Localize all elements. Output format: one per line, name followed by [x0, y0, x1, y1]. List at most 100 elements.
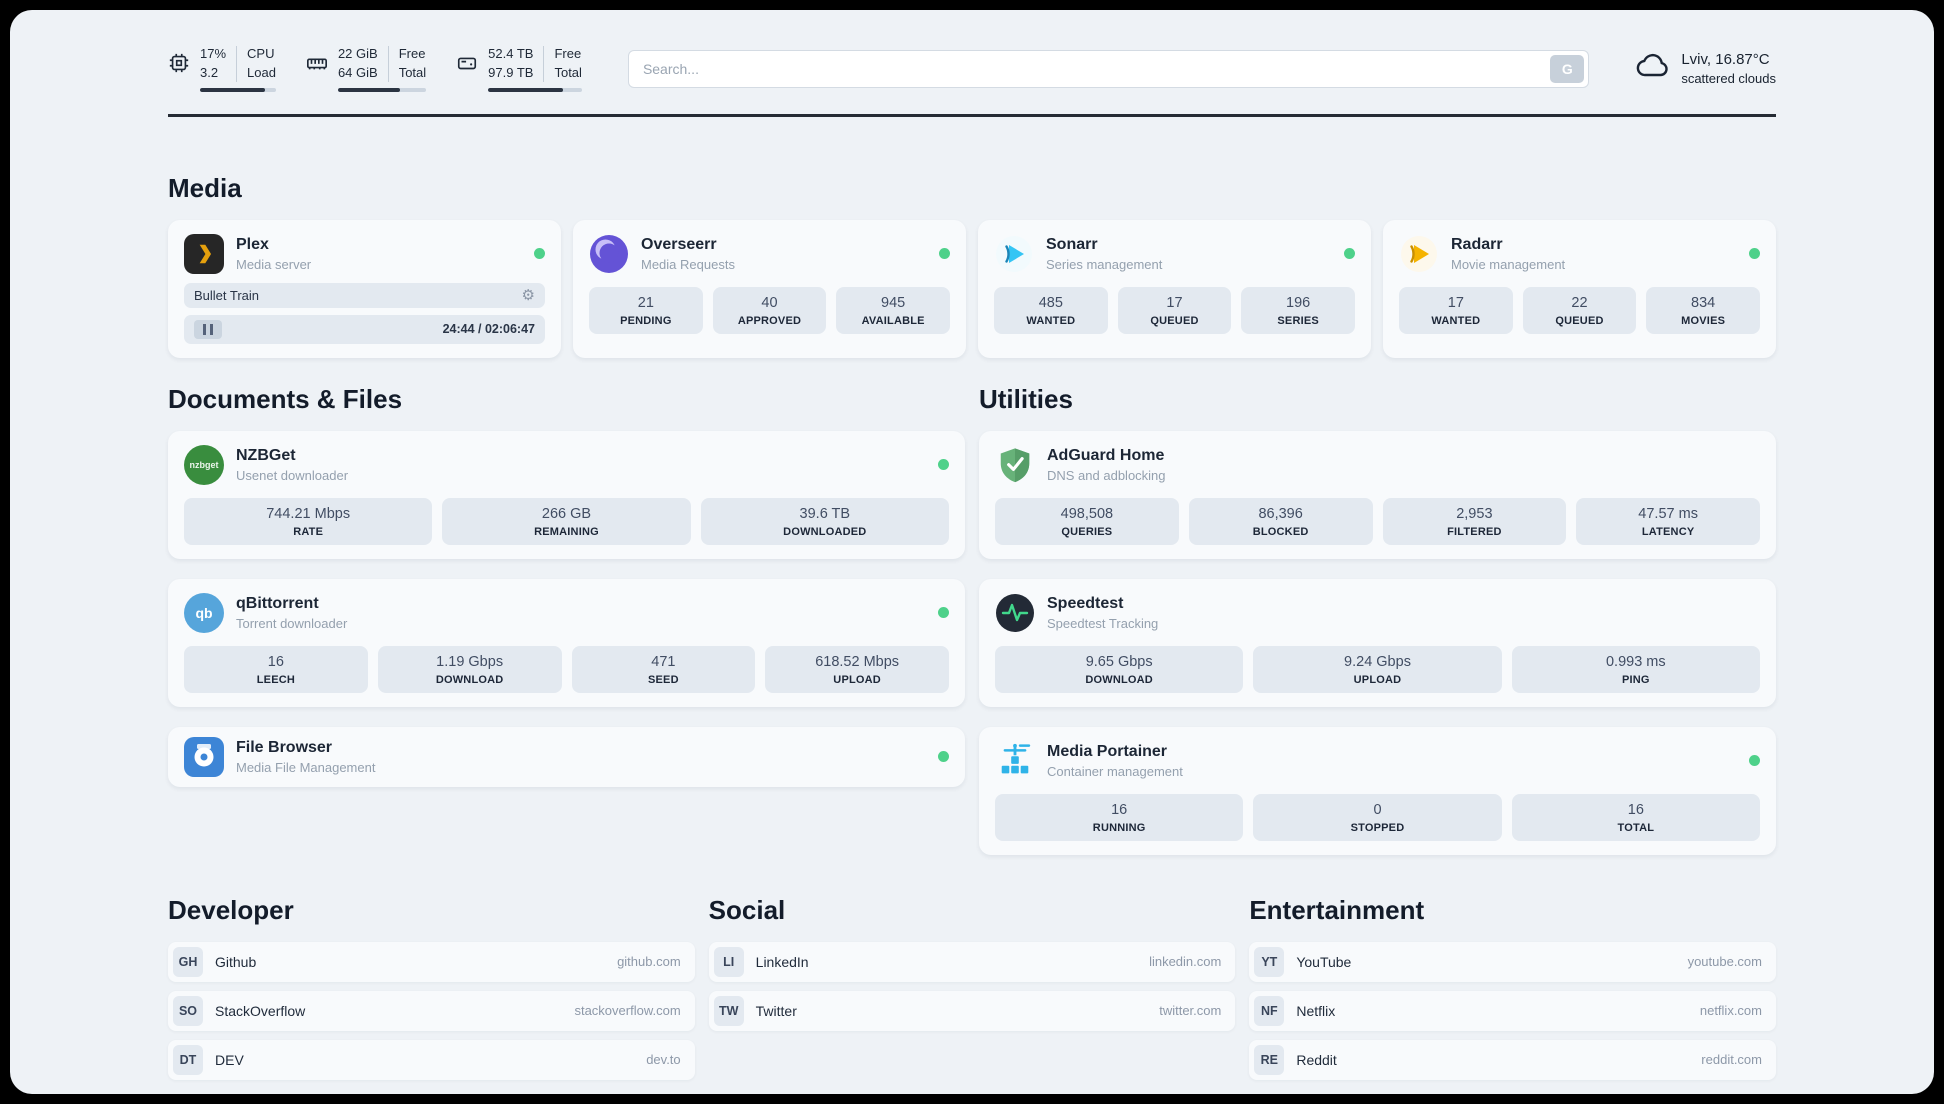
stat-tile: 86,396 BLOCKED	[1188, 497, 1373, 545]
bookmark-stackoverflow[interactable]: SO StackOverflow stackoverflow.com	[168, 990, 695, 1031]
portainer-icon	[995, 741, 1035, 781]
header-divider	[168, 113, 1776, 117]
app-name: AdGuard Home	[1047, 446, 1165, 464]
utilities-column: Utilities AdGuard Home DNS and adblockin…	[979, 384, 1776, 855]
adguard-icon	[995, 445, 1035, 485]
disk-total-label: Total	[554, 65, 582, 81]
search-engine-button[interactable]: G	[1550, 54, 1585, 83]
cpu-progress-bar	[200, 87, 276, 92]
stat-tile: 1.19 Gbps DOWNLOAD	[377, 645, 562, 693]
card-radarr[interactable]: Radarr Movie management 17 WANTED 22 QUE…	[1383, 219, 1776, 358]
plex-icon	[184, 233, 224, 274]
disk-total-value: 97.9 TB	[488, 65, 534, 81]
status-dot	[1344, 248, 1355, 259]
speedtest-icon	[995, 593, 1035, 633]
nzbget-icon: nzbget	[184, 444, 224, 485]
section-title-utilities: Utilities	[979, 383, 1073, 414]
status-dot	[1749, 248, 1760, 259]
section-title-media: Media	[168, 172, 242, 203]
gear-icon[interactable]: ⚙	[521, 286, 535, 304]
status-dot	[1749, 755, 1760, 766]
overseerr-icon	[589, 234, 629, 274]
status-dot	[938, 751, 949, 762]
now-playing-row: Bullet Train ⚙	[184, 282, 545, 308]
card-filebrowser[interactable]: File Browser Media File Management	[168, 726, 965, 787]
documents-column: Documents & Files nzbget NZBGet Usenet d…	[168, 384, 965, 787]
disk-free-value: 52.4 TB	[488, 46, 534, 61]
search-input[interactable]	[627, 49, 1590, 88]
app-subtitle: Container management	[1047, 763, 1183, 779]
stat-tile: 9.65 Gbps DOWNLOAD	[995, 645, 1244, 693]
app-subtitle: Media Requests	[641, 256, 735, 272]
status-dot	[939, 248, 950, 259]
stat-tile: 16 RUNNING	[995, 793, 1244, 841]
app-name: Overseerr	[641, 235, 717, 253]
stat-tile: 17 WANTED	[1399, 286, 1513, 334]
memory-usage-widget: 22 GiB 64 GiB Free Total	[306, 46, 427, 92]
app-name: Speedtest	[1047, 594, 1124, 612]
pause-button[interactable]	[194, 319, 222, 339]
dashboard-page: 17% 3.2 CPU Load	[10, 10, 1934, 1094]
bookmark-twitter[interactable]: TW Twitter twitter.com	[708, 990, 1236, 1031]
disk-icon	[456, 52, 478, 79]
search-bar: G	[627, 49, 1590, 88]
card-plex[interactable]: Plex Media server Bullet Train ⚙ 24:44 /…	[168, 219, 561, 358]
bookmark-netflix[interactable]: NF Netflix netflix.com	[1249, 990, 1776, 1031]
filebrowser-icon	[184, 736, 224, 777]
section-title-developer: Developer	[168, 894, 294, 925]
bookmark-reddit[interactable]: RE Reddit reddit.com	[1249, 1039, 1776, 1080]
stat-tile: 16 TOTAL	[1511, 793, 1760, 841]
cpu-load-label: Load	[247, 65, 276, 81]
bookmark-youtube[interactable]: YT YouTube youtube.com	[1249, 941, 1776, 982]
weather-widget: Lviv, 16.87°C scattered clouds	[1635, 48, 1776, 89]
dev-icon: DT	[173, 1044, 203, 1075]
cpu-icon	[168, 52, 190, 79]
disk-free-label: Free	[554, 46, 582, 61]
app-subtitle: Torrent downloader	[236, 615, 348, 631]
stat-tile: 0.993 ms PING	[1511, 645, 1760, 693]
reddit-icon: RE	[1254, 1044, 1285, 1075]
app-subtitle: Series management	[1046, 256, 1163, 272]
radarr-icon	[1399, 234, 1439, 274]
stackoverflow-icon: SO	[173, 995, 203, 1026]
twitter-icon: TW	[713, 995, 744, 1026]
card-nzbget[interactable]: nzbget NZBGet Usenet downloader 744.21 M…	[168, 430, 965, 559]
now-playing-title: Bullet Train	[194, 287, 260, 303]
bookmark-github[interactable]: GH Github github.com	[168, 941, 695, 982]
card-speedtest[interactable]: Speedtest Speedtest Tracking 9.65 Gbps D…	[979, 578, 1776, 707]
section-title-documents: Documents & Files	[168, 383, 403, 414]
qbittorrent-icon: qb	[184, 592, 224, 633]
weather-condition: scattered clouds	[1681, 71, 1776, 87]
status-dot	[938, 607, 949, 618]
memory-icon	[306, 52, 328, 79]
card-portainer[interactable]: Media Portainer Container management 16 …	[979, 726, 1776, 855]
cpu-load-value: 3.2	[200, 65, 219, 81]
sonarr-icon	[994, 234, 1034, 274]
memory-total-label: Total	[398, 65, 427, 81]
playback-time: 24:44 / 02:06:47	[442, 322, 535, 336]
bookmark-linkedin[interactable]: LI LinkedIn linkedin.com	[708, 941, 1236, 982]
bookmark-dev[interactable]: DT DEV dev.to	[168, 1039, 695, 1080]
player-controls-row: 24:44 / 02:06:47	[184, 314, 545, 344]
stat-tile: 0 STOPPED	[1253, 793, 1502, 841]
stat-tile: 17 QUEUED	[1117, 286, 1232, 334]
card-sonarr[interactable]: Sonarr Series management 485 WANTED 17 Q…	[978, 219, 1371, 358]
stat-tile: 498,508 QUERIES	[995, 497, 1179, 545]
app-subtitle: Speedtest Tracking	[1047, 615, 1159, 631]
cpu-label: CPU	[247, 46, 275, 61]
app-subtitle: DNS and adblocking	[1047, 467, 1166, 483]
stat-tile: 39.6 TB DOWNLOADED	[700, 497, 949, 545]
card-qbittorrent[interactable]: qb qBittorrent Torrent downloader 16 LEE…	[168, 578, 965, 707]
card-overseerr[interactable]: Overseerr Media Requests 21 PENDING 40 A…	[573, 219, 966, 358]
app-subtitle: Movie management	[1451, 256, 1566, 272]
cloud-icon	[1635, 48, 1671, 89]
section-title-social: Social	[708, 894, 786, 925]
top-bar: 17% 3.2 CPU Load	[168, 46, 1776, 92]
stat-tile: 16 LEECH	[184, 645, 368, 693]
memory-free-value: 22 GiB	[337, 46, 378, 61]
app-name: NZBGet	[236, 446, 296, 464]
app-name: File Browser	[236, 738, 333, 756]
stat-tile: 40 APPROVED	[712, 286, 827, 334]
card-adguard[interactable]: AdGuard Home DNS and adblocking 498,508 …	[979, 430, 1776, 559]
stat-tile: 485 WANTED	[994, 286, 1108, 334]
